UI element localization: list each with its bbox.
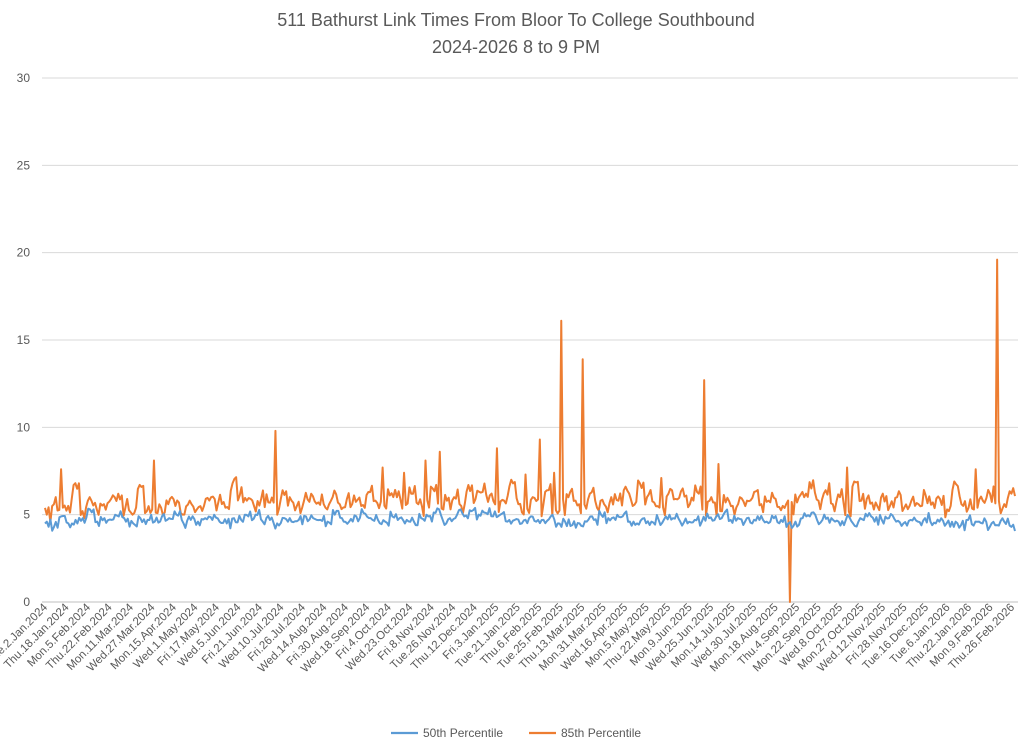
y-tick-label: 15 [17,333,31,347]
x-axis-ticks: Tue.2.Jan.2024Thu.18.Jan.2024Mon.5.Feb.2… [0,601,1017,675]
chart-subtitle: 2024-2026 8 to 9 PM [432,37,600,57]
y-tick-label: 25 [17,158,31,172]
y-tick-label: 0 [23,595,30,609]
legend: 50th Percentile 85th Percentile [391,726,641,740]
chart-title: 511 Bathurst Link Times From Bloor To Co… [277,10,755,30]
series-line-85th-percentile [44,258,1016,603]
grid-layer [42,77,1018,603]
y-tick-label: 10 [17,420,31,434]
y-axis-ticks: 0 5 10 15 20 25 30 [17,71,31,609]
y-tick-label: 30 [17,71,31,85]
series-line-50th-percentile [44,506,1016,532]
series-layer [44,258,1016,603]
y-tick-label: 20 [17,246,31,260]
legend-label-p85: 85th Percentile [561,726,641,740]
legend-label-p50: 50th Percentile [423,726,503,740]
y-tick-label: 5 [23,508,30,522]
